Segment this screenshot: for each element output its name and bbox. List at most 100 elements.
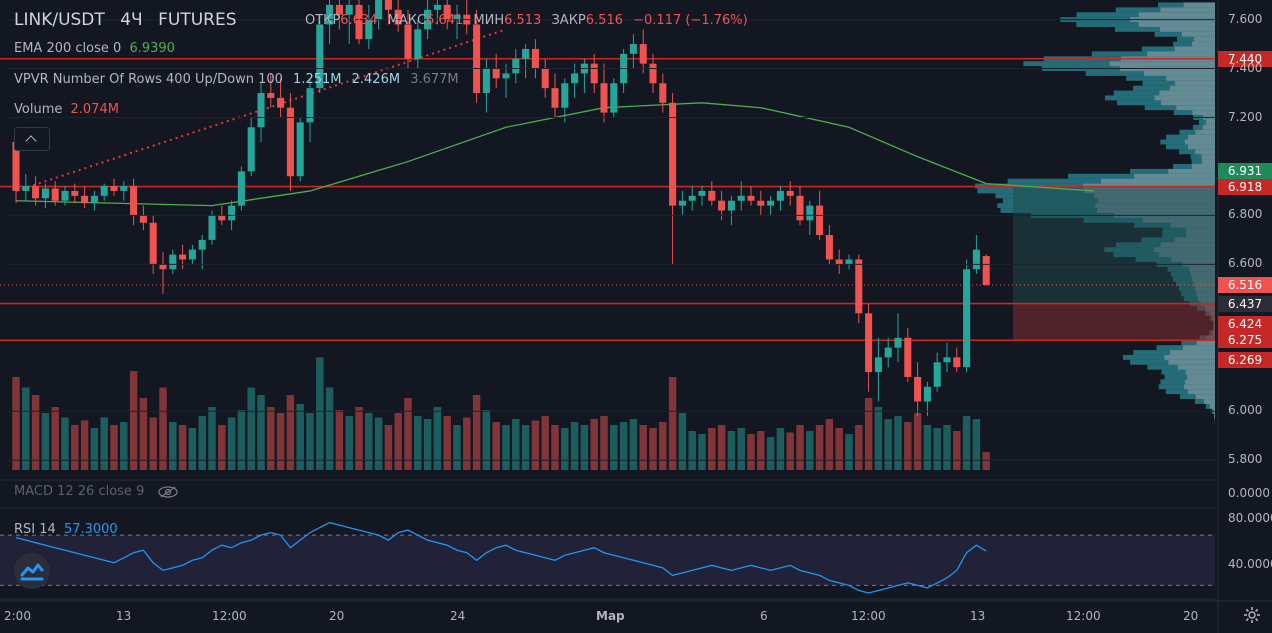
vpvr-up: 1.251M [293,72,342,87]
volume-bar [51,407,59,470]
volume-legend[interactable]: Volume 2.074M [14,102,119,117]
interval[interactable]: 4Ч [120,10,143,30]
price-tag-level: 7.440 [1218,50,1272,67]
vpvr-bar [1154,95,1215,101]
macd-legend[interactable]: MACD 12 26 close 9 [14,484,179,499]
candle-body [453,14,461,20]
candle-body [874,357,882,373]
vpvr-bar [1202,124,1215,130]
vpvr-bar [1184,139,1215,145]
volume-bar [864,398,873,470]
vpvr-bar [1201,154,1215,160]
candle-body [492,68,500,79]
volume-bar [825,419,834,470]
volume-bar [247,387,255,470]
open-label: ОТКР [305,13,341,28]
volume-bar [227,417,236,470]
volume-bar [561,428,569,470]
volume-bar [345,416,353,470]
candle-body [512,58,520,74]
volume-bar [639,425,647,470]
price-tag-ema: 6.931 [1218,163,1272,180]
rsi-label: RSI 14 [14,522,56,537]
vpvr-bar [1195,129,1215,135]
candle-body [776,190,784,201]
volume-bar [267,407,275,470]
candle-body [286,107,294,177]
volume-bar [629,419,638,470]
time-tick: 12:00 [1066,609,1101,623]
candle-body [551,88,559,108]
candle-body [904,337,912,377]
candle-body [247,127,255,172]
vpvr-bar [1188,144,1215,150]
volume-bar [845,434,853,470]
volume-bar [835,428,843,470]
rsi-tick: 40.0000 [1228,557,1272,571]
logo-icon [20,563,44,581]
vpvr-bar [1203,399,1215,404]
volume-bar [286,395,295,470]
volume-bar [276,413,285,470]
volume-bar [776,428,785,470]
vpvr-legend[interactable]: VPVR Number Of Rows 400 Up/Down 100 1.25… [14,72,459,87]
vpvr-bar [1168,359,1215,365]
volume-bar [894,416,902,470]
vpvr-label: VPVR Number Of Rows 400 Up/Down 100 [14,72,283,87]
candle-body [100,186,108,196]
low-label: МИН [473,13,505,28]
candle-body [972,249,980,270]
price-tick: 7.400 [1228,60,1263,75]
volume-bar [423,419,432,470]
candle-body [355,4,363,40]
volume-bar [521,425,530,470]
vpvr-bar [1202,159,1215,165]
ema-legend[interactable]: EMA 200 close 0 6.9390 [14,41,175,56]
price-tag-level: 6.918 [1218,178,1272,195]
volume-bar [120,422,128,470]
collapse-legend-button[interactable] [14,127,50,151]
candle-body [855,259,863,314]
candle-body [688,195,696,201]
vpvr-bar [1192,110,1215,116]
time-tick: 2:00 [4,609,31,623]
candle-body [659,83,667,103]
volume-bar [384,425,393,470]
candle-body [639,44,647,64]
vpvr-bar [1195,149,1215,155]
candle-body [316,24,324,89]
candle-body [943,357,951,363]
candle-body [845,259,853,265]
volume-bar [913,413,922,470]
volume-bar [433,407,442,470]
vpvr-down: 2.426M [351,72,401,87]
candle-body [473,24,481,94]
candle-body [335,4,343,15]
ema-value: 6.9390 [129,41,175,56]
volume-bar [766,437,775,470]
price-tag-level: 6.269 [1218,352,1272,369]
candle-body [139,215,147,223]
volume-bar [590,419,598,470]
volume-bar [678,413,687,470]
vpvr-bar [1195,394,1215,400]
volume-bar [100,417,108,470]
eye-hidden-icon[interactable] [158,485,179,498]
volume-bar [355,407,363,470]
volume-bar [727,431,736,470]
rsi-band [0,535,1215,586]
volume-bar [610,425,618,470]
rsi-legend[interactable]: RSI 14 57.3000 [14,522,118,537]
volume-bar [218,425,226,470]
settings-button[interactable] [1242,605,1262,625]
vpvr-bar [1187,374,1215,380]
candle-body [22,186,30,191]
price-tag-last: 6.516 [1218,276,1272,293]
symbol-name[interactable]: LINK/USDT [14,10,105,30]
volume-bar [972,419,981,470]
candle-body [835,259,843,265]
volume-bar [551,425,559,470]
tradingview-logo[interactable] [14,553,50,589]
